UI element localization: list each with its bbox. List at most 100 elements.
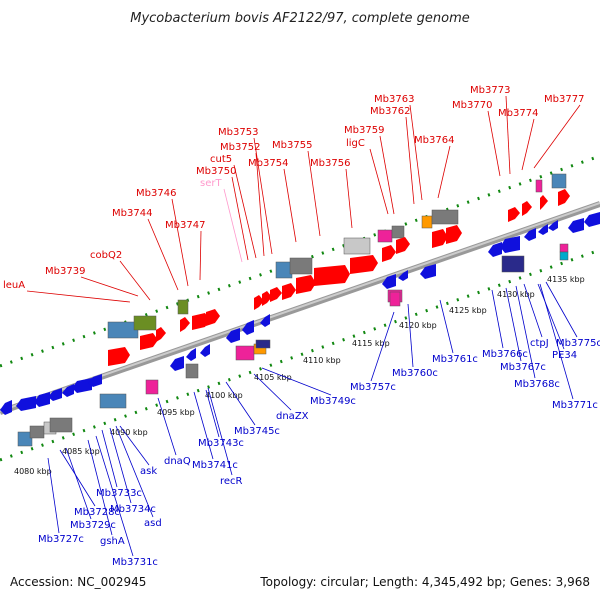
gene-label[interactable]: Mb3775c <box>556 338 600 349</box>
gene-label-leader <box>26 290 131 303</box>
gene-label[interactable]: Mb3757c <box>350 382 396 393</box>
gene-label[interactable]: Mb3764 <box>414 135 454 146</box>
scale-tick-label: 4115 kbp <box>352 339 390 348</box>
reverse-gene-arrow <box>260 314 270 327</box>
gene-label-leader <box>101 429 118 488</box>
gene-label[interactable]: leuA <box>3 280 25 291</box>
forward-gene-arrow <box>350 255 378 274</box>
gene-labels: leuAMb3739cobQ2Mb3744Mb3746Mb3747serTMb3… <box>3 85 600 568</box>
scale-tick-label: 4095 kbp <box>157 408 195 417</box>
forward-dotted-track <box>0 154 600 368</box>
gene-label[interactable]: Mb3743c <box>198 438 244 449</box>
gene-label[interactable]: Mb3770 <box>452 100 492 111</box>
gene-label[interactable]: Mb3744 <box>112 208 152 219</box>
forward-gene-box <box>377 229 393 243</box>
gene-label-leader <box>225 381 256 426</box>
reverse-gene-box <box>235 345 255 361</box>
reverse-gene-arrow <box>524 228 536 241</box>
gene-label[interactable]: dnaQ <box>164 456 191 467</box>
gene-label[interactable]: Mb3756 <box>310 158 350 169</box>
gene-label[interactable]: Mb3777 <box>544 94 584 105</box>
gene-label-leader <box>119 260 151 301</box>
forward-gene-box <box>391 225 405 239</box>
forward-gene-arrow <box>262 291 272 306</box>
gene-label[interactable]: Mb3728c <box>74 507 120 518</box>
gene-label-leader <box>115 425 154 518</box>
forward-gene-arrow <box>180 317 190 332</box>
forward-gene-box <box>421 215 433 229</box>
gene-label[interactable]: Mb3753 <box>218 127 258 138</box>
gene-label[interactable]: Mb3759 <box>344 125 384 136</box>
gene-label-leader <box>439 299 454 354</box>
gene-label[interactable]: Mb3755 <box>272 140 312 151</box>
forward-gene-box <box>107 321 139 339</box>
gene-label[interactable]: Mb3762 <box>370 106 410 117</box>
rna-gene-box <box>389 291 401 307</box>
gene-label[interactable]: ask <box>140 466 157 477</box>
forward-gene-arrow <box>206 309 220 326</box>
forward-gene-arrow <box>314 265 350 286</box>
gene-label[interactable]: asd <box>144 518 162 529</box>
reverse-gene-arrow <box>398 270 408 281</box>
gene-label[interactable]: gshA <box>100 536 125 547</box>
reverse-gene-arrow <box>170 356 184 371</box>
gene-label-leader <box>370 311 395 382</box>
gene-label[interactable]: Mb3752 <box>220 142 260 153</box>
gene-label-leader <box>515 285 536 379</box>
gene-label[interactable]: Mb3768c <box>514 379 560 390</box>
scale-tick-label: 4080 kbp <box>14 467 52 476</box>
reverse-gene-arrow <box>488 242 502 257</box>
gene-label-leader <box>437 145 451 199</box>
gene-label[interactable]: Mb3763 <box>374 94 414 105</box>
reverse-gene-arrow <box>538 224 548 235</box>
gene-label[interactable]: Mb3741c <box>192 460 238 471</box>
gene-label-leader <box>47 457 60 534</box>
gene-label[interactable]: Mb3739 <box>45 266 85 277</box>
gene-label[interactable]: Mb3774 <box>498 108 538 119</box>
gene-label[interactable]: cut5 <box>210 154 232 165</box>
gene-label[interactable]: ligC <box>346 138 365 149</box>
gene-label[interactable]: cobQ2 <box>90 250 122 261</box>
gene-label[interactable]: Mb3766c <box>482 349 528 360</box>
gene-label[interactable]: Mb3746 <box>136 188 176 199</box>
gene-label[interactable]: dnaZX <box>276 411 309 422</box>
reverse-gene-arrow <box>500 236 520 253</box>
gene-label-leader <box>405 116 415 205</box>
gene-label[interactable]: Mb3727c <box>38 534 84 545</box>
scale-tick-label: 4135 kbp <box>547 275 585 284</box>
accession-text: Accession: NC_002945 <box>10 575 146 589</box>
reverse-gene-arrow <box>16 396 36 411</box>
gene-label[interactable]: Mb3773 <box>470 85 510 96</box>
reverse-gene-box <box>185 363 199 379</box>
gene-label[interactable]: Mb3767c <box>500 362 546 373</box>
gene-label[interactable]: Mb3747 <box>165 220 205 231</box>
forward-gene-arrow <box>270 287 282 302</box>
gene-label[interactable]: serT <box>200 178 222 189</box>
reverse-gene-arrow <box>88 374 102 387</box>
gene-label[interactable]: ctpJ <box>530 338 549 349</box>
gene-label[interactable]: Mb3750 <box>196 166 236 177</box>
gene-label[interactable]: Mb3731c <box>112 557 158 568</box>
gene-label[interactable]: PE34 <box>552 350 577 361</box>
gene-label[interactable]: Mb3761c <box>432 354 478 365</box>
gene-label-leader <box>119 425 150 466</box>
reverse-gene-arrow <box>548 220 558 231</box>
gene-label[interactable]: Mb3771c <box>552 400 598 411</box>
gene-label[interactable]: Mb3749c <box>310 396 356 407</box>
forward-gene-arrow <box>432 229 448 248</box>
rna-gene-box <box>535 179 543 193</box>
gene-label[interactable]: Mb3754 <box>248 158 288 169</box>
gene-label-leader <box>95 435 134 557</box>
gene-label[interactable]: Mb3760c <box>392 368 438 379</box>
gene-label[interactable]: Mb3734c <box>110 504 156 515</box>
gene-label[interactable]: Mb3745c <box>234 426 280 437</box>
forward-gene-box <box>343 237 371 255</box>
gene-label[interactable]: Mb3729c <box>70 520 116 531</box>
reverse-gene-arrow <box>72 378 92 393</box>
gene-label[interactable]: Mb3733c <box>96 488 142 499</box>
scale-tick-label: 4105 kbp <box>254 373 292 382</box>
reverse-gene-box <box>559 251 569 261</box>
gene-label[interactable]: recR <box>220 476 243 487</box>
